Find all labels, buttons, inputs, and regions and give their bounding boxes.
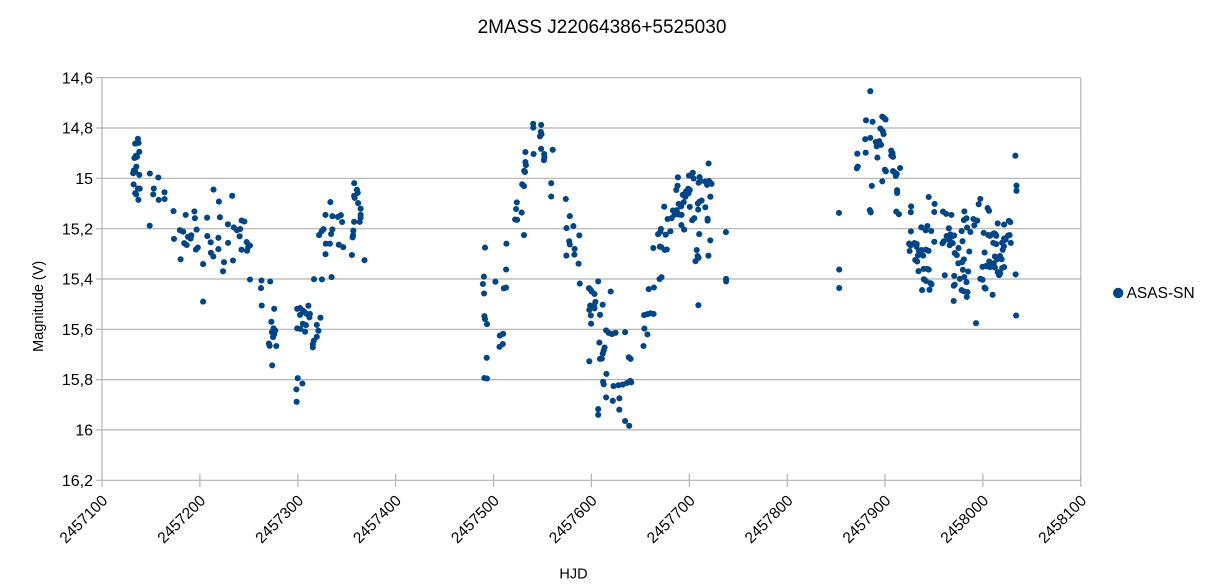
svg-text:Magnitude (V): Magnitude (V) [31, 261, 47, 352]
svg-text:16: 16 [75, 423, 93, 440]
svg-text:15,8: 15,8 [62, 372, 93, 389]
svg-text:14,6: 14,6 [62, 70, 93, 87]
svg-text:2MASS J22064386+5525030: 2MASS J22064386+5525030 [478, 17, 727, 38]
svg-text:15,4: 15,4 [62, 272, 93, 289]
svg-text:15,6: 15,6 [62, 322, 93, 339]
svg-text:HJD: HJD [559, 567, 587, 583]
svg-text:14,8: 14,8 [62, 121, 93, 138]
svg-text:15: 15 [75, 171, 93, 188]
svg-text:15,2: 15,2 [62, 221, 93, 238]
svg-text:ASAS-SN: ASAS-SN [1127, 285, 1195, 302]
svg-text:16,2: 16,2 [62, 473, 93, 490]
